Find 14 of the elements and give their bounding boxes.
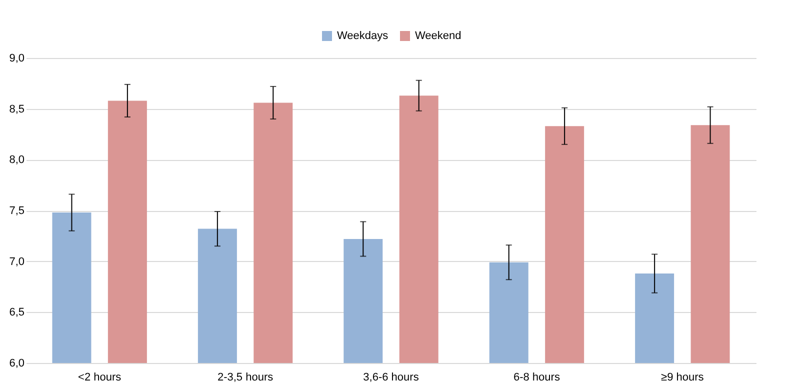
x-tick-label: ≥9 hours: [661, 372, 704, 384]
y-tick-label: 8,0: [9, 154, 24, 166]
x-tick-label: 3,6-6 hours: [363, 372, 420, 384]
legend-label: Weekend: [415, 30, 462, 42]
legend-label: Weekdays: [337, 30, 389, 42]
y-tick-label: 7,0: [9, 256, 24, 268]
y-tick-label: 8,5: [9, 103, 24, 116]
y-tick-label: 6,0: [9, 358, 24, 370]
x-tick-label: <2 hours: [78, 372, 122, 384]
y-tick-label: 9,0: [9, 52, 24, 64]
y-tick-label: 6,5: [9, 306, 24, 319]
x-tick-label: 2-3,5 hours: [217, 372, 274, 384]
x-tick-label: 6-8 hours: [513, 372, 560, 384]
y-tick-label: 7,5: [9, 205, 24, 217]
